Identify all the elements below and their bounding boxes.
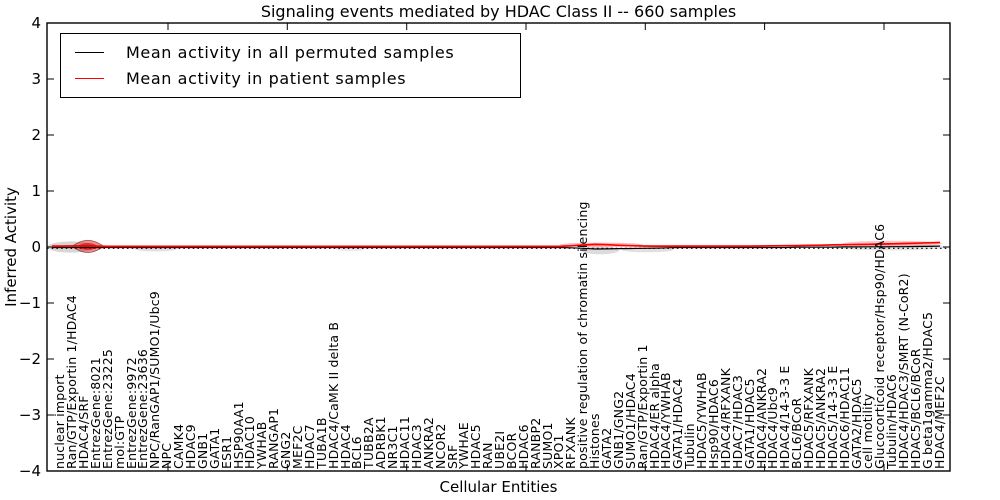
y-axis-label: Inferred Activity	[2, 187, 20, 307]
legend-label-permuted: Mean activity in all permuted samples	[126, 43, 455, 62]
chart-title: Signaling events mediated by HDAC Class …	[260, 2, 737, 21]
legend: Mean activity in all permuted samples Me…	[60, 33, 521, 98]
legend-entry-permuted: Mean activity in all permuted samples	[75, 43, 520, 62]
legend-line-black-icon	[75, 52, 104, 53]
legend-line-red-icon	[75, 78, 104, 79]
x-axis-label: Cellular Entities	[439, 478, 558, 496]
legend-entry-patient: Mean activity in patient samples	[75, 69, 520, 88]
legend-label-patient: Mean activity in patient samples	[126, 69, 407, 88]
